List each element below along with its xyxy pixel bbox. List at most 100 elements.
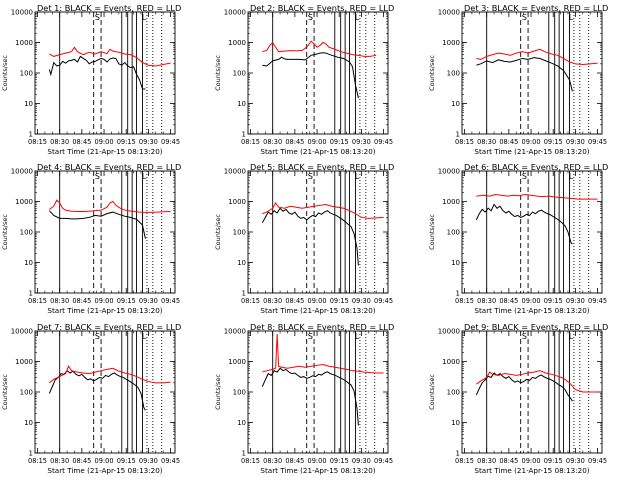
y-tick-label: 1: [456, 290, 460, 298]
x-tick-label: 09:00: [522, 138, 541, 146]
marker-label: S: [522, 332, 527, 341]
x-tick-label: 08:45: [285, 457, 304, 465]
y-tick-label: 1: [242, 131, 246, 139]
x-tick-label: 09:15: [117, 138, 136, 146]
y-tick-label: 10: [24, 100, 33, 108]
plot-frame: [247, 330, 389, 454]
y-tick-label: 1: [456, 450, 460, 458]
x-tick-label: 08:30: [477, 138, 496, 146]
x-tick-label: 09:00: [95, 297, 114, 305]
y-tick-label: 1000: [442, 39, 460, 47]
x-axis-label: Start Time (21-Apr-15 08:13:20): [260, 147, 375, 156]
marker-label: L: [569, 172, 574, 181]
y-tick-label: 10000: [224, 168, 246, 176]
series-events-line: [48, 369, 146, 411]
series-lld-line: [476, 193, 598, 200]
marker-label: L: [142, 13, 147, 22]
y-tick-label: 10: [237, 100, 246, 108]
data-series-group: [262, 40, 377, 99]
x-tick-label: 08:15: [28, 138, 47, 146]
x-tick-label: 09:15: [117, 297, 136, 305]
panel-det-2: Det 2: BLACK = Events, RED = LLD Counts/s…: [214, 3, 394, 156]
marker-label: L: [355, 172, 360, 181]
y-tick-label: 10: [24, 419, 33, 427]
y-tick-label: 1000: [228, 358, 246, 366]
panel-det-7: Det 7: BLACK = Events, RED = LLD Counts/s…: [1, 322, 181, 475]
x-tick-label: 09:45: [374, 297, 393, 305]
y-tick-label: 10: [451, 419, 460, 427]
y-tick-label: 10000: [224, 328, 246, 336]
data-series-group: [475, 370, 598, 402]
marker-label: S: [308, 13, 313, 22]
plot-frame: [34, 330, 176, 454]
x-tick-label: 09:00: [308, 138, 327, 146]
y-tick-label: 1000: [15, 198, 33, 206]
panel-det-5: Det 5: BLACK = Events, RED = LLD Counts/s…: [214, 162, 394, 315]
y-tick-label: 100: [447, 229, 460, 237]
x-tick-label: 08:45: [72, 138, 91, 146]
y-axis-label: Counts/sec: [1, 55, 9, 91]
x-tick-label: 09:00: [308, 297, 327, 305]
x-tick-label: 08:15: [28, 457, 47, 465]
series-events-line: [48, 55, 146, 90]
marker-label: L: [569, 13, 574, 22]
x-tick-label: 09:30: [566, 138, 585, 146]
y-tick-label: 1000: [15, 358, 33, 366]
data-series-group: [475, 193, 598, 245]
x-axis-label: Start Time (21-Apr-15 08:13:20): [260, 466, 375, 475]
x-tick-label: 09:45: [161, 297, 180, 305]
y-tick-label: 10000: [224, 9, 246, 17]
marker-label: S: [95, 172, 100, 181]
x-axis-label: Start Time (21-Apr-15 08:13:20): [474, 306, 589, 315]
y-tick-label: 1: [242, 450, 246, 458]
series-lld-line: [476, 48, 598, 66]
x-tick-label: 09:45: [374, 138, 393, 146]
series-events-line: [48, 210, 146, 239]
x-tick-label: 09:45: [588, 297, 607, 305]
y-tick-label: 100: [447, 70, 460, 78]
y-tick-label: 100: [233, 389, 246, 397]
x-tick-label: 08:30: [477, 457, 496, 465]
series-events-line: [476, 57, 573, 92]
x-tick-label: 09:00: [522, 297, 541, 305]
x-tick-label: 09:00: [308, 457, 327, 465]
panel-title: Det 3: BLACK = Events, RED = LLD: [464, 3, 608, 13]
marker-label: L: [569, 332, 574, 341]
y-tick-label: 1: [242, 290, 246, 298]
x-axis-label: Start Time (21-Apr-15 08:13:20): [47, 147, 162, 156]
x-tick-label: 08:15: [455, 138, 474, 146]
data-series-group: [476, 48, 598, 92]
x-tick-label: 08:45: [285, 297, 304, 305]
y-tick-label: 100: [20, 229, 33, 237]
x-tick-label: 09:30: [352, 457, 371, 465]
x-tick-label: 08:30: [263, 457, 282, 465]
x-axis-label: Start Time (21-Apr-15 08:13:20): [47, 306, 162, 315]
x-tick-label: 08:30: [50, 138, 69, 146]
data-series-group: [48, 199, 171, 239]
marker-label: L: [355, 332, 360, 341]
series-lld-line: [476, 370, 598, 393]
y-axis-label: Counts/sec: [1, 214, 9, 250]
y-tick-label: 10: [451, 100, 460, 108]
y-tick-label: 1: [456, 131, 460, 139]
x-tick-label: 09:15: [330, 297, 349, 305]
panel-title: Det 4: BLACK = Events, RED = LLD: [37, 162, 181, 172]
x-tick-label: 09:00: [95, 457, 114, 465]
y-tick-label: 1000: [228, 198, 246, 206]
y-tick-label: 1: [29, 131, 33, 139]
x-tick-label: 08:30: [477, 297, 496, 305]
y-tick-label: 10: [237, 419, 246, 427]
panel-title: Det 9: BLACK = Events, RED = LLD: [464, 322, 608, 332]
panel-det-3: Det 3: BLACK = Events, RED = LLD Counts/s…: [428, 3, 608, 156]
data-series-group: [48, 46, 171, 90]
data-series-group: [48, 365, 171, 411]
y-tick-label: 10000: [11, 168, 33, 176]
y-tick-label: 1: [29, 450, 33, 458]
panel-det-9: Det 9: BLACK = Events, RED = LLD Counts/s…: [428, 322, 608, 475]
data-series-group: [261, 201, 384, 266]
